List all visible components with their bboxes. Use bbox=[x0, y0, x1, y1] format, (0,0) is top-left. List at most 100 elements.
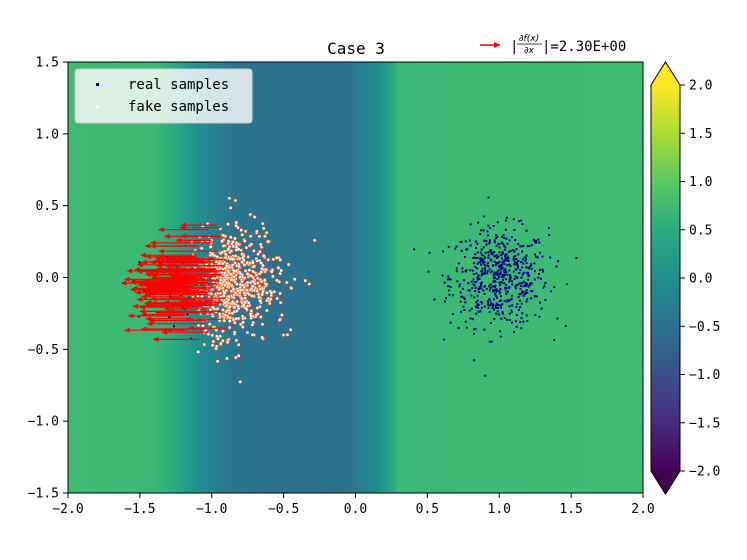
real-sample-point bbox=[542, 286, 545, 289]
real-sample-point bbox=[496, 257, 499, 260]
real-sample-point bbox=[534, 255, 537, 258]
real-sample-point bbox=[476, 251, 479, 254]
real-sample-point bbox=[504, 269, 507, 272]
real-sample-point bbox=[526, 272, 529, 275]
fake-sample-point bbox=[241, 320, 245, 325]
real-sample-point bbox=[483, 293, 486, 295]
real-sample-point bbox=[489, 322, 492, 324]
real-sample-point bbox=[482, 289, 485, 292]
fake-sample-point bbox=[262, 278, 267, 282]
real-sample-point bbox=[518, 299, 521, 302]
real-sample-point bbox=[528, 265, 531, 268]
real-sample-point bbox=[475, 305, 478, 308]
fake-sample-point bbox=[252, 264, 257, 269]
real-sample-point bbox=[485, 287, 488, 290]
fake-sample-point bbox=[219, 341, 223, 346]
fake-sample-point bbox=[207, 322, 212, 327]
real-sample-point bbox=[522, 294, 525, 297]
fake-sample-point bbox=[260, 266, 264, 271]
fake-sample-point bbox=[235, 282, 239, 286]
real-sample-point bbox=[446, 278, 449, 281]
fake-sample-point bbox=[221, 233, 226, 238]
fake-sample-point bbox=[278, 271, 283, 276]
fake-sample-point bbox=[252, 215, 257, 219]
real-sample-point bbox=[503, 317, 506, 319]
fake-sample-point bbox=[223, 313, 228, 318]
real-sample-point bbox=[504, 246, 507, 249]
real-sample-point bbox=[471, 307, 473, 310]
real-sample-point bbox=[549, 256, 552, 259]
real-sample-point bbox=[474, 240, 477, 243]
real-sample-point bbox=[447, 285, 450, 288]
real-sample-point bbox=[494, 304, 497, 307]
real-sample-point bbox=[502, 275, 505, 278]
fake-sample-point bbox=[259, 245, 264, 249]
fake-sample-point bbox=[285, 332, 290, 337]
real-sample-point bbox=[502, 234, 505, 237]
fake-sample-point bbox=[248, 261, 252, 266]
fake-sample-point bbox=[269, 269, 274, 274]
real-sample-point bbox=[492, 225, 495, 227]
quiver-key-value: |=2.30E+00 bbox=[542, 39, 626, 55]
fake-sample-point bbox=[231, 317, 236, 322]
gradient-arrow bbox=[158, 248, 220, 254]
real-sample-point bbox=[516, 276, 519, 279]
fake-sample-point bbox=[258, 249, 262, 254]
real-sample-point bbox=[505, 237, 508, 240]
real-sample-point bbox=[138, 261, 141, 264]
real-sample-point bbox=[514, 239, 517, 241]
x-axis: −2.0 −1.5 −1.0 −0.5 0.0 0.5 1.0 1.5 2.0 bbox=[52, 493, 655, 517]
fake-sample-point bbox=[233, 291, 238, 295]
real-sample-point bbox=[500, 263, 503, 266]
real-sample-point bbox=[475, 272, 478, 275]
real-sample-point bbox=[480, 229, 482, 232]
real-sample-point bbox=[500, 317, 503, 320]
real-sample-point bbox=[520, 302, 523, 305]
real-sample-point bbox=[529, 282, 532, 285]
real-sample-point bbox=[475, 312, 478, 315]
real-sample-point bbox=[478, 278, 481, 280]
real-sample-point bbox=[463, 298, 466, 301]
real-sample-point bbox=[505, 300, 508, 303]
real-sample-point bbox=[495, 273, 498, 276]
fake-sample-point bbox=[220, 250, 224, 255]
real-sample-point bbox=[486, 230, 489, 233]
gradient-arrow bbox=[175, 237, 212, 243]
quiver-key-arrowhead bbox=[494, 42, 500, 48]
real-sample-point bbox=[506, 216, 508, 219]
x-tick-label: −2.0 bbox=[52, 502, 83, 517]
colorbar-tick-label: 2.0 bbox=[689, 79, 712, 94]
real-sample-point bbox=[522, 320, 525, 323]
real-sample-point bbox=[482, 229, 485, 232]
y-tick-label: −0.5 bbox=[28, 343, 59, 358]
real-sample-point bbox=[544, 282, 547, 284]
fake-sample-point bbox=[284, 280, 289, 285]
real-sample-point bbox=[541, 268, 544, 271]
real-sample-point bbox=[503, 271, 506, 274]
real-sample-point bbox=[500, 295, 502, 298]
real-sample-point bbox=[459, 291, 462, 294]
fake-sample-point bbox=[271, 257, 276, 262]
legend-marker-fake bbox=[96, 105, 99, 108]
fake-sample-point bbox=[260, 292, 265, 297]
real-sample-point bbox=[456, 280, 459, 283]
real-sample-point bbox=[477, 261, 480, 264]
real-sample-point bbox=[514, 285, 517, 288]
real-sample-point bbox=[449, 285, 452, 288]
real-sample-point bbox=[522, 258, 524, 261]
real-sample-point bbox=[488, 311, 491, 314]
real-sample-point bbox=[465, 248, 468, 251]
legend-box bbox=[74, 68, 253, 124]
fake-sample-point bbox=[249, 286, 254, 291]
real-sample-point bbox=[517, 243, 520, 246]
fake-sample-point bbox=[233, 198, 238, 203]
fake-sample-point bbox=[240, 255, 245, 260]
fake-sample-point bbox=[259, 279, 264, 284]
gradient-arrow bbox=[152, 336, 200, 342]
plot-area bbox=[67, 61, 644, 494]
fake-sample-point bbox=[214, 346, 218, 351]
real-sample-point bbox=[504, 228, 507, 231]
fake-sample-point bbox=[264, 230, 269, 235]
gradient-arrow bbox=[168, 295, 226, 301]
y-tick-label: −1.5 bbox=[28, 487, 59, 502]
